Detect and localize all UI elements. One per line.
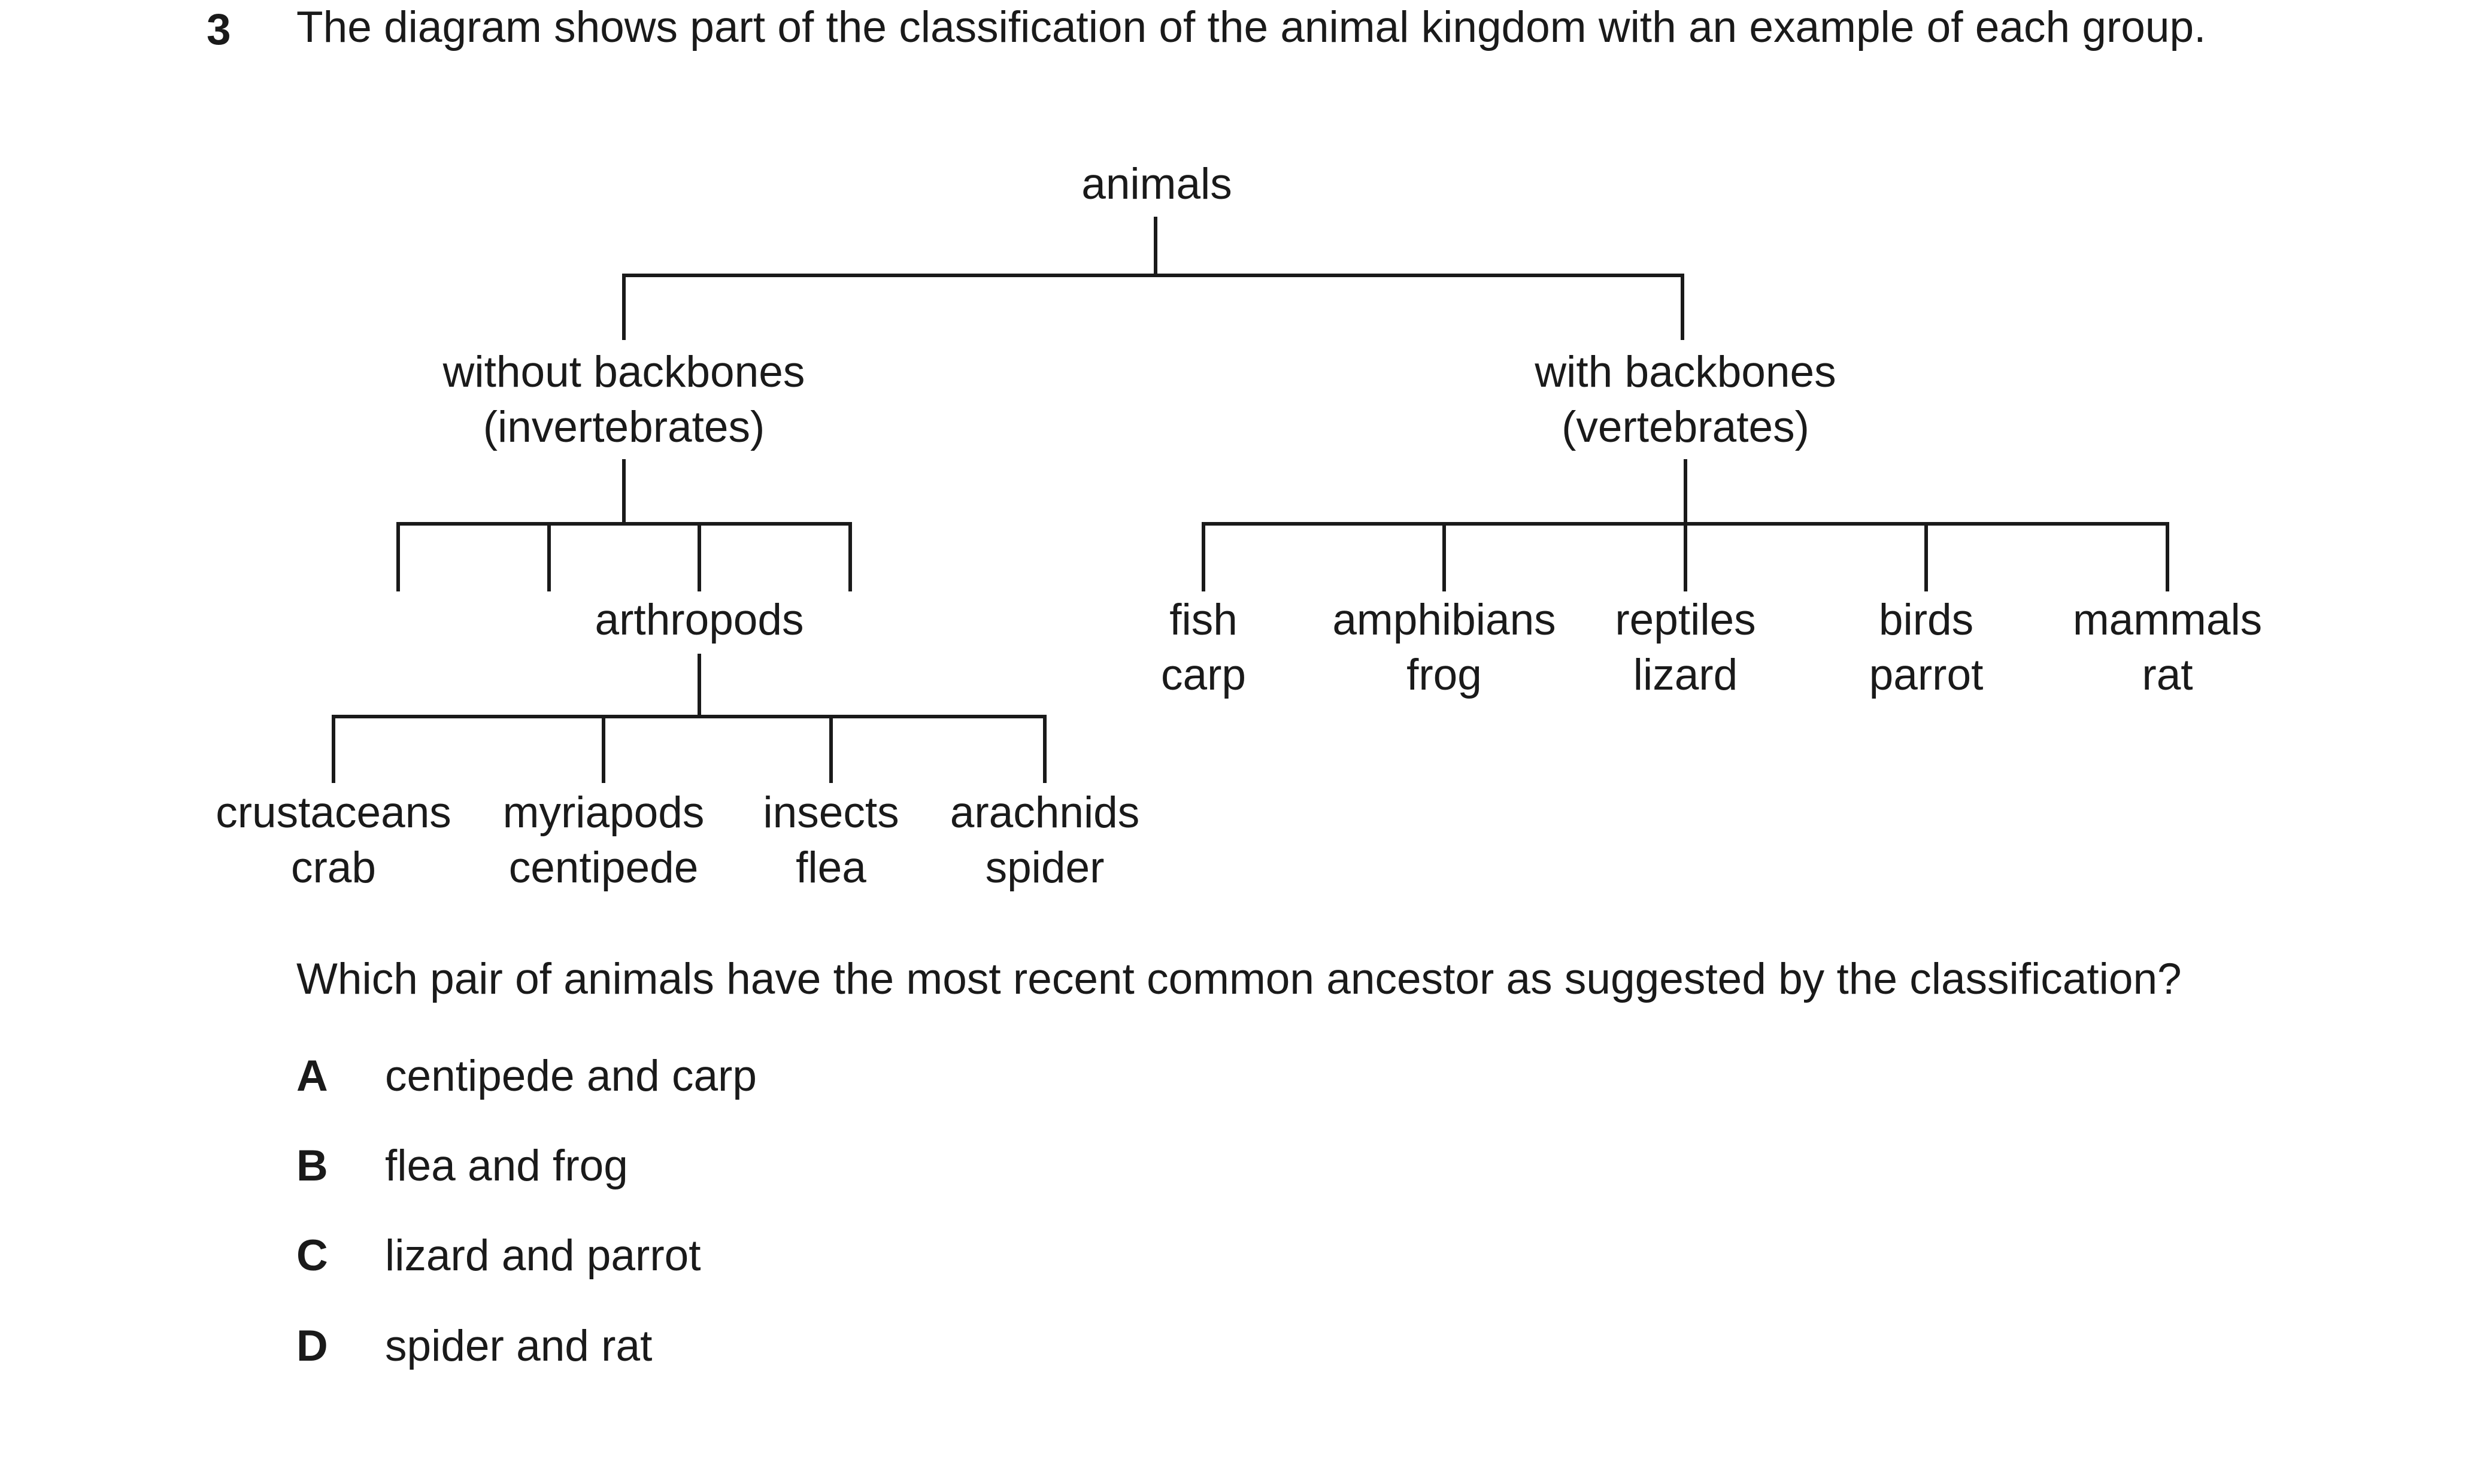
node-vertebrates-line1: with backbones	[1535, 348, 1836, 396]
node-vertebrates-line2: (vertebrates)	[1562, 403, 1809, 451]
group-label: birds	[1878, 596, 1974, 644]
example-label: parrot	[1869, 651, 1984, 699]
question-prompt: Which pair of animals have the most rece…	[296, 955, 2182, 1003]
node-amphibians: amphibians frog	[1332, 593, 1556, 703]
option-text: lizard and parrot	[385, 1231, 701, 1280]
example-label: rat	[2142, 651, 2193, 699]
group-label: arachnids	[950, 788, 1140, 837]
group-label: myriapods	[502, 788, 705, 837]
node-invertebrates: without backbones (invertebrates)	[443, 345, 805, 455]
example-label: flea	[796, 843, 866, 892]
question-number: 3	[207, 5, 231, 54]
group-label: insects	[763, 788, 899, 837]
example-label: crab	[290, 843, 376, 892]
node-myriapods: myriapods centipede	[503, 785, 705, 896]
example-label: centipede	[508, 843, 699, 892]
node-invertebrates-line2: (invertebrates)	[483, 403, 765, 451]
option-text: centipede and carp	[385, 1052, 757, 1100]
node-arthropods: arthropods	[595, 596, 804, 644]
example-label: lizard	[1633, 651, 1738, 699]
node-insects: insects flea	[763, 785, 899, 896]
option-text: flea and frog	[385, 1142, 628, 1190]
group-label: crustaceans	[216, 788, 451, 837]
node-animals: animals	[1081, 160, 1232, 208]
group-label: reptiles	[1615, 596, 1756, 644]
node-mammals: mammals rat	[2073, 593, 2262, 703]
group-label: amphibians	[1332, 596, 1556, 644]
question-stem: The diagram shows part of the classifica…	[296, 3, 2206, 51]
node-arachnids: arachnids spider	[950, 785, 1140, 896]
example-label: frog	[1406, 651, 1482, 699]
option-letter: D	[296, 1322, 328, 1370]
group-label: fish	[1169, 596, 1238, 644]
example-label: spider	[985, 843, 1105, 892]
node-crustaceans: crustaceans crab	[216, 785, 451, 896]
node-birds: birds parrot	[1869, 593, 1984, 703]
node-fish: fish carp	[1161, 593, 1246, 703]
node-reptiles: reptiles lizard	[1615, 593, 1756, 703]
node-invertebrates-line1: without backbones	[442, 348, 805, 396]
option-letter: B	[296, 1142, 328, 1190]
example-label: carp	[1160, 651, 1247, 699]
option-text: spider and rat	[385, 1322, 653, 1370]
group-label: mammals	[2072, 596, 2263, 644]
option-letter: A	[296, 1052, 328, 1100]
node-vertebrates: with backbones (vertebrates)	[1535, 345, 1836, 455]
option-letter: C	[296, 1231, 328, 1280]
